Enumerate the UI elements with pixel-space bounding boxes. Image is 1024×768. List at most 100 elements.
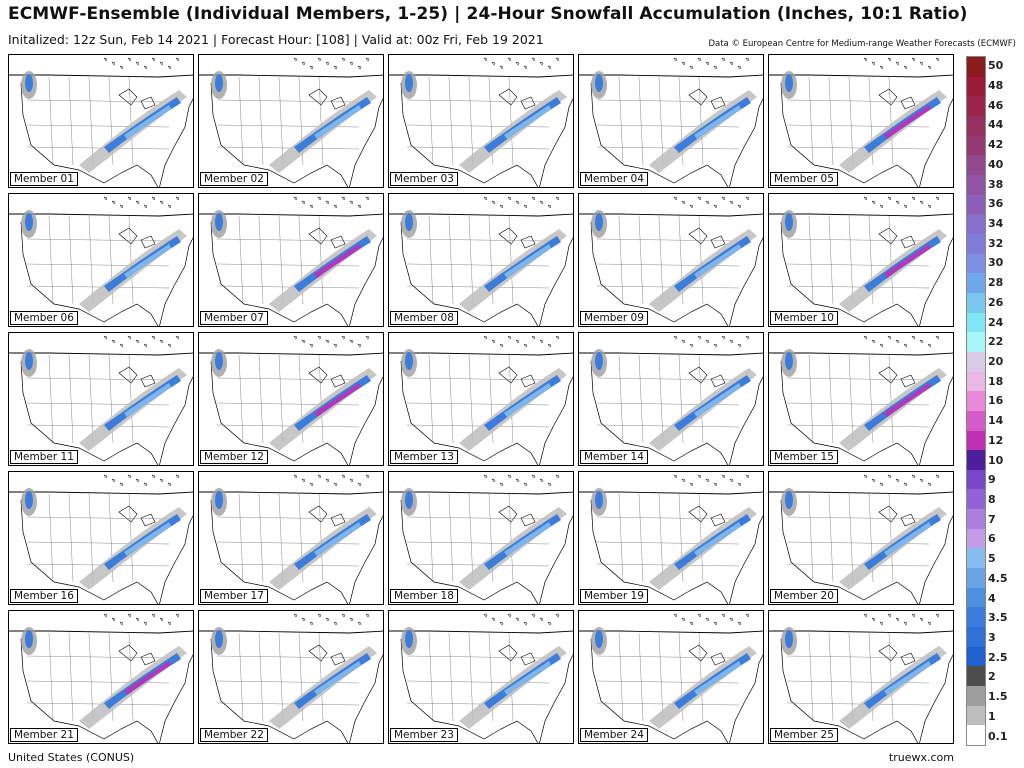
conus-snowfall-map	[579, 196, 763, 326]
conus-snowfall-map	[579, 474, 763, 604]
page-title: ECMWF-Ensemble (Individual Members, 1-25…	[8, 4, 968, 24]
conus-snowfall-map	[579, 335, 763, 465]
member-label: Member 07	[200, 311, 268, 325]
colorbar-tick-label: 38	[988, 177, 1004, 191]
colorbar-swatch	[967, 194, 985, 215]
member-panel: Member 17	[198, 471, 384, 605]
member-panel: Member 16	[8, 471, 194, 605]
colorbar-swatch	[967, 116, 985, 136]
member-label: Member 06	[10, 311, 78, 325]
colorbar-swatch	[967, 725, 985, 745]
member-panel: Member 05	[768, 54, 954, 188]
conus-snowfall-map	[389, 196, 573, 326]
conus-snowfall-map	[769, 196, 953, 326]
colorbar-swatch	[967, 391, 985, 411]
conus-snowfall-map	[389, 57, 573, 187]
colorbar-tick-label: 12	[988, 433, 1004, 447]
member-panel: Member 14	[578, 332, 764, 466]
colorbar-tick-label: 26	[988, 295, 1004, 309]
colorbar-tick-label: 3	[988, 631, 996, 645]
member-label: Member 04	[580, 172, 648, 186]
colorbar-tick-label: 30	[988, 256, 1004, 270]
colorbar-swatch	[967, 627, 985, 647]
colorbar-swatch	[967, 607, 985, 628]
colorbar-swatch	[967, 469, 985, 490]
member-label: Member 01	[10, 172, 78, 186]
colorbar-swatch	[967, 666, 985, 687]
member-panel: Member 24	[578, 610, 764, 744]
conus-snowfall-map	[9, 57, 193, 187]
colorbar-tick-label: 2	[988, 670, 996, 684]
member-panel: Member 21	[8, 610, 194, 744]
member-panel: Member 07	[198, 193, 384, 327]
colorbar-tick-label: 8	[988, 493, 996, 507]
member-panel: Member 08	[388, 193, 574, 327]
colorbar-tick-label: 34	[988, 216, 1004, 230]
colorbar-swatch	[967, 528, 985, 549]
member-panel-grid: Member 01 Member 02 Member 03 Member 04 Memb…	[8, 54, 960, 748]
conus-snowfall-map	[9, 196, 193, 326]
conus-snowfall-map	[389, 613, 573, 743]
colorbar-tick-label: 46	[988, 98, 1004, 112]
colorbar-tick-label: 4	[988, 591, 996, 605]
member-panel: Member 06	[8, 193, 194, 327]
member-label: Member 23	[390, 728, 458, 742]
conus-snowfall-map	[9, 613, 193, 743]
colorbar-tick-label: 42	[988, 138, 1004, 152]
member-label: Member 19	[580, 589, 648, 603]
colorbar-swatch	[967, 509, 985, 529]
conus-snowfall-map	[769, 613, 953, 743]
colorbar-swatch	[967, 646, 985, 667]
colorbar-tick-label: 1	[988, 709, 996, 723]
run-info: Initalized: 12z Sun, Feb 14 2021 | Forec…	[8, 32, 544, 47]
conus-snowfall-map	[199, 613, 383, 743]
colorbar-swatch	[967, 705, 985, 726]
member-panel: Member 15	[768, 332, 954, 466]
colorbar-tick-label: 6	[988, 532, 996, 546]
conus-snowfall-map	[9, 474, 193, 604]
colorbar-swatch	[967, 430, 985, 451]
colorbar-tick-label: 18	[988, 374, 1004, 388]
colorbar-swatch	[967, 450, 985, 470]
member-panel: Member 10	[768, 193, 954, 327]
colorbar-tick-label: 44	[988, 118, 1004, 132]
member-panel: Member 01	[8, 54, 194, 188]
member-label: Member 22	[200, 728, 268, 742]
member-label: Member 09	[580, 311, 648, 325]
colorbar-swatch	[967, 410, 985, 431]
colorbar-tick-label: 22	[988, 335, 1004, 349]
colorbar-tick-label: 0.1	[988, 729, 1008, 743]
colorbar-swatch	[967, 568, 985, 588]
member-label: Member 12	[200, 450, 268, 464]
member-panel: Member 11	[8, 332, 194, 466]
colorbar-tick-label: 24	[988, 315, 1004, 329]
conus-snowfall-map	[389, 474, 573, 604]
colorbar-swatch	[967, 489, 985, 510]
member-label: Member 14	[580, 450, 648, 464]
colorbar-tick-label: 40	[988, 157, 1004, 171]
member-panel: Member 19	[578, 471, 764, 605]
colorbar-tick-label: 16	[988, 394, 1004, 408]
colorbar-tick-label: 36	[988, 197, 1004, 211]
member-label: Member 10	[770, 311, 838, 325]
member-panel: Member 22	[198, 610, 384, 744]
conus-snowfall-map	[199, 335, 383, 465]
conus-snowfall-map	[199, 196, 383, 326]
colorbar-tick-label: 1.5	[988, 690, 1008, 704]
colorbar-swatch	[967, 155, 985, 175]
colorbar-swatch	[967, 233, 985, 254]
member-panel: Member 02	[198, 54, 384, 188]
member-panel: Member 03	[388, 54, 574, 188]
member-label: Member 15	[770, 450, 838, 464]
colorbar-swatch	[967, 312, 985, 333]
conus-snowfall-map	[389, 335, 573, 465]
conus-snowfall-map	[769, 474, 953, 604]
member-label: Member 11	[10, 450, 78, 464]
member-label: Member 20	[770, 589, 838, 603]
member-label: Member 24	[580, 728, 648, 742]
conus-snowfall-map	[769, 335, 953, 465]
conus-snowfall-map	[769, 57, 953, 187]
conus-snowfall-map	[9, 335, 193, 465]
colorbar-swatch	[967, 57, 985, 77]
snowfall-colorbar	[966, 56, 986, 746]
